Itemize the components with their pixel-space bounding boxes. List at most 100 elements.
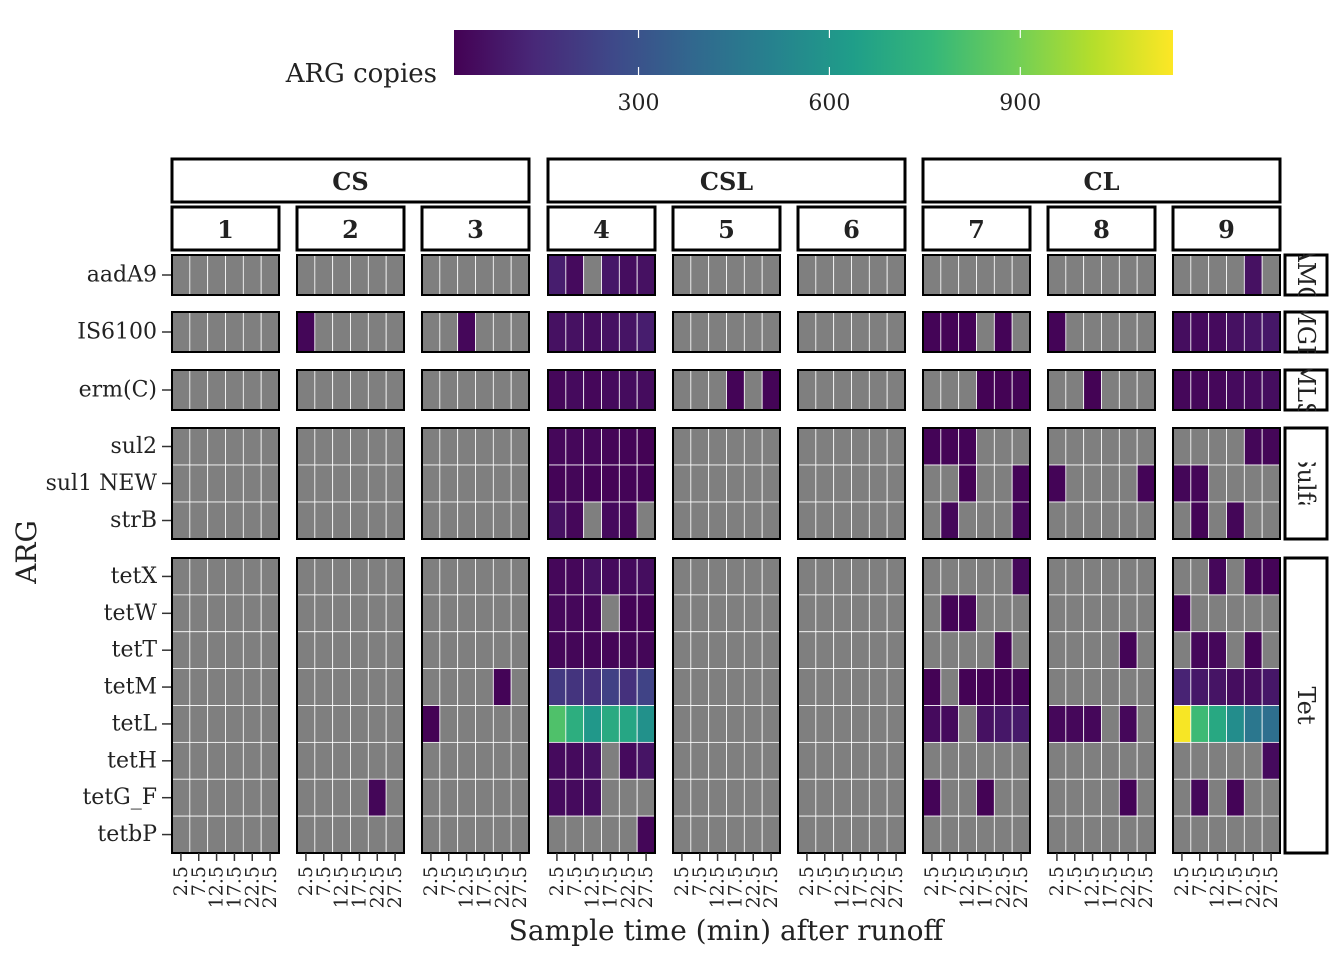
heatmap-cell xyxy=(726,705,745,743)
heatmap-cell xyxy=(922,778,942,817)
heatmap-cell xyxy=(976,557,995,596)
heatmap-cell xyxy=(868,778,888,817)
heatmap-cell xyxy=(1083,594,1102,633)
heatmap-cell xyxy=(1172,594,1192,633)
heatmap-cell xyxy=(189,705,209,743)
heatmap-cell xyxy=(367,594,387,633)
heatmap-cell xyxy=(332,778,351,817)
x-tick-label: 27.5 xyxy=(1260,866,1282,908)
heatmap-cell xyxy=(922,741,942,780)
heatmap-panel xyxy=(797,427,906,540)
heatmap-cell xyxy=(314,778,334,817)
heatmap-cell xyxy=(296,557,316,596)
heatmap-cell xyxy=(207,668,226,706)
heatmap-cell xyxy=(1118,464,1138,503)
heatmap-cell xyxy=(457,557,476,596)
heatmap-cell xyxy=(171,557,191,596)
heatmap-cell xyxy=(1011,815,1031,854)
legend-tick-label: 600 xyxy=(808,91,850,116)
panel-border xyxy=(296,311,405,353)
heatmap-cell xyxy=(1011,705,1031,743)
color-legend: ARG copies 300 600 900 xyxy=(285,30,1173,116)
x-tick-label: 12.5 xyxy=(1082,866,1104,908)
heatmap-cell xyxy=(421,668,441,706)
heatmap-cell xyxy=(510,705,530,743)
heatmap-cell xyxy=(1011,778,1031,817)
heatmap-cell xyxy=(833,369,852,411)
heatmap-cell xyxy=(708,594,727,633)
heatmap-cell xyxy=(189,427,209,466)
heatmap-cell xyxy=(1243,741,1263,780)
panel-border xyxy=(797,311,906,353)
heatmap-cell xyxy=(225,741,244,780)
heatmap-cell xyxy=(743,631,763,670)
heatmap-cell xyxy=(618,778,638,817)
heatmap-cell xyxy=(314,815,334,854)
heatmap-cell xyxy=(743,668,763,706)
heatmap-cell xyxy=(761,254,781,296)
heatmap-cell xyxy=(1190,705,1210,743)
heatmap-cell xyxy=(815,427,835,466)
heatmap-cell xyxy=(1208,778,1227,817)
x-tick-label: 12.5 xyxy=(707,866,729,908)
heatmap-cell xyxy=(457,501,476,540)
heatmap-cell xyxy=(690,557,710,596)
heatmap-cell xyxy=(242,705,262,743)
heatmap-cell xyxy=(636,631,656,670)
heatmap-cell xyxy=(672,501,692,540)
heatmap-cell xyxy=(350,815,369,854)
heatmap-cell xyxy=(726,631,745,670)
heatmap-cell xyxy=(1136,741,1156,780)
heatmap-cell xyxy=(296,668,316,706)
heatmap-cell xyxy=(1190,557,1210,596)
heatmap-cell xyxy=(868,369,888,411)
heatmap-cell xyxy=(868,668,888,706)
heatmap-cell xyxy=(601,557,620,596)
heatmap-cell xyxy=(1101,778,1120,817)
heatmap-cell xyxy=(868,427,888,466)
x-tick-label: 7.5 xyxy=(564,866,586,896)
heatmap-cell xyxy=(225,705,244,743)
heatmap-cell xyxy=(958,254,977,296)
heatmap-cell xyxy=(1190,631,1210,670)
heatmap-cell xyxy=(1190,311,1210,353)
heatmap-cell xyxy=(1261,427,1281,466)
heatmap-cell xyxy=(761,778,781,817)
heatmap-cell xyxy=(1065,815,1085,854)
heatmap-cell xyxy=(492,427,512,466)
x-tick-label: 2.5 xyxy=(546,866,568,896)
heatmap-cell xyxy=(242,557,262,596)
heatmap-cell xyxy=(1208,464,1227,503)
heatmap-cell xyxy=(332,311,351,353)
heatmap-cell xyxy=(1243,594,1263,633)
heatmap-cell xyxy=(1118,705,1138,743)
panel-border xyxy=(296,557,405,854)
heatmap-cell xyxy=(636,254,656,296)
heatmap-cell xyxy=(958,741,977,780)
gene-label: tetX xyxy=(111,564,158,589)
panel-border xyxy=(1172,254,1281,296)
heatmap-cell xyxy=(618,369,638,411)
heatmap-cell xyxy=(618,815,638,854)
heatmap-cell xyxy=(940,369,960,411)
heatmap-cell xyxy=(314,741,334,780)
heatmap-cell xyxy=(583,557,602,596)
heatmap-cell xyxy=(457,778,476,817)
heatmap-cell xyxy=(492,668,512,706)
gene-label: tetG_F xyxy=(82,785,157,810)
heatmap-cell xyxy=(1261,464,1281,503)
heatmap-cell xyxy=(1118,815,1138,854)
heatmap-cell xyxy=(708,668,727,706)
heatmap-cell xyxy=(1208,557,1227,596)
heatmap-cell xyxy=(636,311,656,353)
heatmap-cell xyxy=(565,594,585,633)
heatmap-cell xyxy=(367,311,387,353)
heatmap-cell xyxy=(171,741,191,780)
heatmap-panel xyxy=(171,254,280,296)
heatmap-cell xyxy=(833,594,852,633)
heatmap-cell xyxy=(457,741,476,780)
heatmap-cell xyxy=(1208,705,1227,743)
heatmap-cell xyxy=(1243,557,1263,596)
panel-border xyxy=(1172,557,1281,854)
heatmap-cell xyxy=(1190,741,1210,780)
